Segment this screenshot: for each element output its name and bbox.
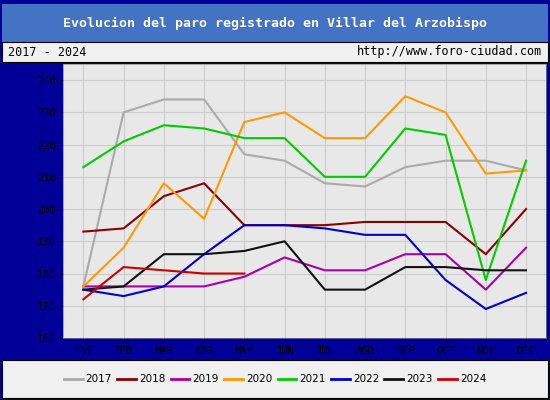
Text: http://www.foro-ciudad.com: http://www.foro-ciudad.com [357, 46, 542, 58]
Text: Evolucion del paro registrado en Villar del Arzobispo: Evolucion del paro registrado en Villar … [63, 16, 487, 30]
Text: 2017 - 2024: 2017 - 2024 [8, 46, 86, 58]
Legend: 2017, 2018, 2019, 2020, 2021, 2022, 2023, 2024: 2017, 2018, 2019, 2020, 2021, 2022, 2023… [59, 370, 491, 388]
